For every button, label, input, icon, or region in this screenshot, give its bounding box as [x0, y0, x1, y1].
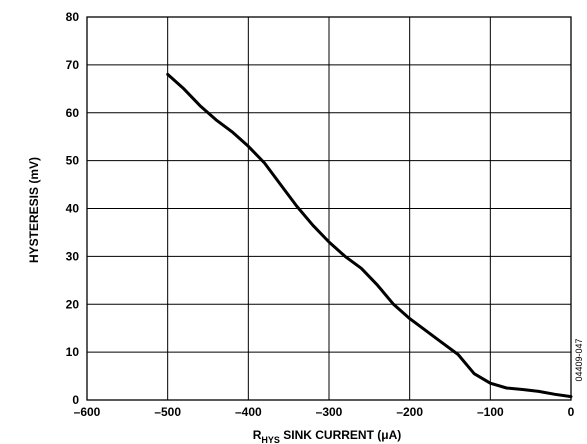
y-tick-label: 40: [66, 202, 80, 216]
x-axis-label: RHYS SINK CURRENT (μA): [253, 428, 402, 444]
x-tick-label: –300: [316, 405, 343, 419]
y-tick-label: 20: [66, 297, 80, 311]
y-tick-labels: 0 10 20 30 40 50 60 70 80: [66, 10, 80, 407]
y-tick-label: 0: [72, 393, 79, 407]
x-tick-label: 0: [568, 405, 575, 419]
x-tick-label: –200: [396, 405, 423, 419]
x-tick-label: –600: [74, 405, 101, 419]
plot-frame: [86, 16, 572, 401]
y-tick-label: 50: [66, 154, 80, 168]
y-tick-label: 70: [66, 58, 80, 72]
y-tick-label: 30: [66, 249, 80, 263]
figure-code: 04409-047: [574, 338, 584, 381]
y-tick-label: 10: [66, 345, 80, 359]
x-tick-label: –400: [235, 405, 262, 419]
y-axis-label: HYSTERESIS (mV): [27, 157, 41, 263]
y-tick-label: 60: [66, 106, 80, 120]
x-tick-label: –500: [154, 405, 181, 419]
x-tick-labels: –600 –500 –400 –300 –200 –100 0: [74, 405, 575, 419]
y-tick-label: 80: [66, 10, 80, 24]
x-tick-label: –100: [477, 405, 504, 419]
grid-lines: [87, 17, 571, 400]
series-line: [166, 72, 573, 399]
